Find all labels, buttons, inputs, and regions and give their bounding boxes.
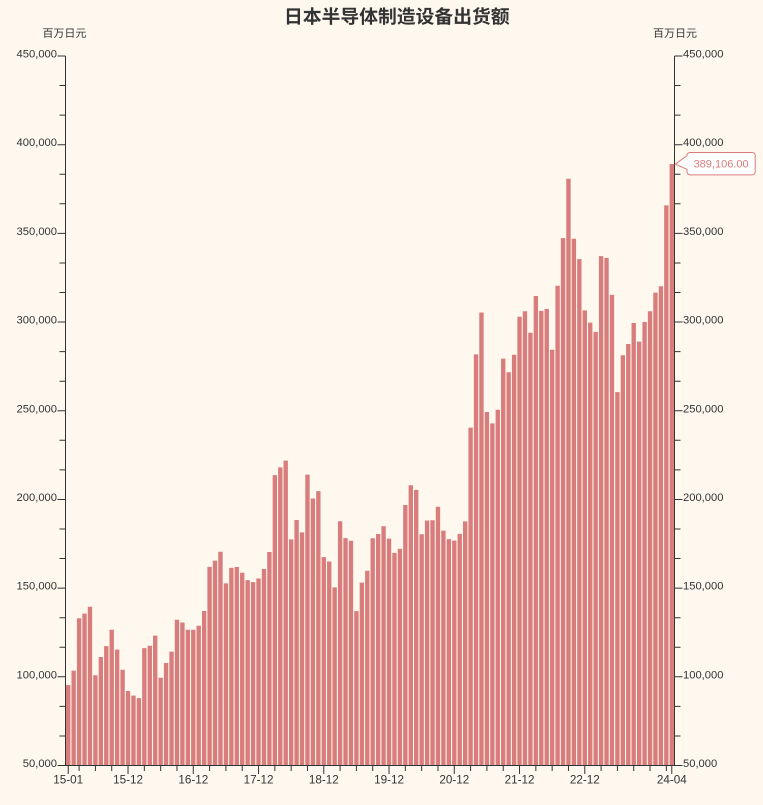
svg-text:21-12: 21-12 [505, 774, 535, 787]
svg-text:250,000: 250,000 [683, 403, 723, 415]
svg-text:19-12: 19-12 [374, 774, 404, 787]
svg-text:300,000: 300,000 [17, 315, 57, 327]
svg-text:22-12: 22-12 [570, 774, 600, 787]
svg-text:300,000: 300,000 [683, 315, 723, 327]
svg-text:350,000: 350,000 [683, 226, 723, 238]
svg-text:450,000: 450,000 [17, 49, 57, 61]
svg-text:250,000: 250,000 [17, 403, 57, 415]
svg-text:15-01: 15-01 [53, 774, 83, 787]
svg-text:150,000: 150,000 [17, 581, 57, 593]
svg-text:200,000: 200,000 [683, 492, 723, 504]
svg-text:50,000: 50,000 [683, 758, 717, 770]
svg-text:450,000: 450,000 [683, 49, 723, 61]
svg-text:18-12: 18-12 [309, 774, 339, 787]
svg-text:400,000: 400,000 [17, 137, 57, 149]
svg-text:16-12: 16-12 [178, 774, 208, 787]
svg-text:200,000: 200,000 [17, 492, 57, 504]
svg-text:17-12: 17-12 [244, 774, 274, 787]
svg-text:20-12: 20-12 [439, 774, 469, 787]
svg-text:350,000: 350,000 [17, 226, 57, 238]
svg-text:100,000: 100,000 [17, 669, 57, 681]
svg-text:50,000: 50,000 [23, 758, 57, 770]
svg-text:389,106.00: 389,106.00 [694, 158, 749, 170]
svg-text:15-12: 15-12 [113, 774, 143, 787]
svg-text:24-04: 24-04 [657, 774, 687, 787]
svg-text:150,000: 150,000 [683, 581, 723, 593]
svg-text:400,000: 400,000 [683, 137, 723, 149]
svg-text:100,000: 100,000 [683, 669, 723, 681]
